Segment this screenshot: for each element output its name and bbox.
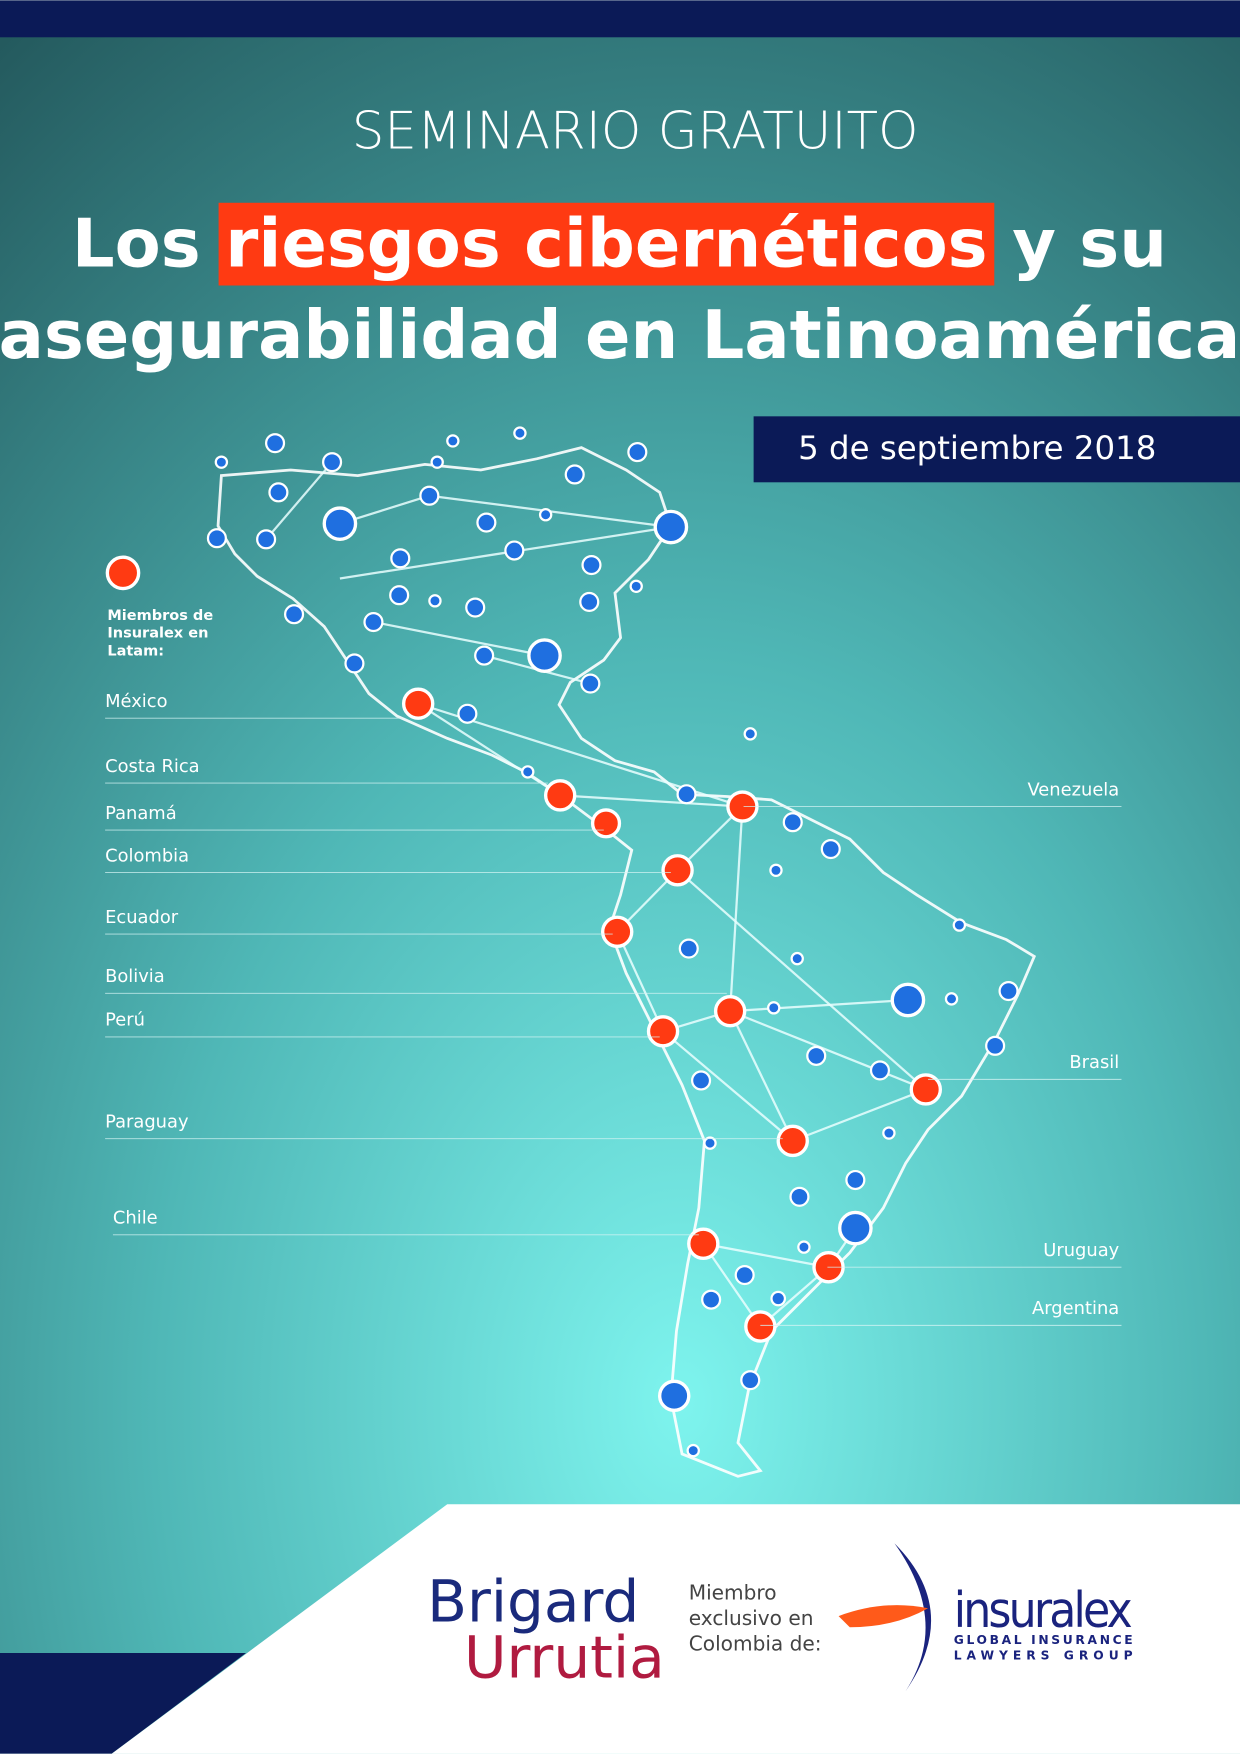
- legend-label: Miembros de: [107, 608, 213, 624]
- title-text: Los: [72, 205, 201, 283]
- country-label: Brasil: [1069, 1052, 1119, 1073]
- legend-label: Insuralex en: [107, 626, 208, 642]
- country-label: Argentina: [1032, 1298, 1119, 1319]
- partner-tagline: GLOBAL INSURANCE: [954, 1633, 1133, 1647]
- member-text: exclusivo en: [689, 1606, 814, 1630]
- country-label: Paraguay: [105, 1111, 189, 1132]
- country-label: Venezuela: [1027, 779, 1119, 800]
- country-label: Chile: [113, 1208, 158, 1229]
- title-text: y su: [1012, 205, 1167, 283]
- bottom-corner: [0, 1652, 246, 1754]
- date-box: [753, 416, 1240, 483]
- member-text: Colombia de:: [689, 1632, 822, 1656]
- legend-label: Latam:: [107, 644, 164, 660]
- country-label: Ecuador: [105, 907, 179, 928]
- title-text: asegurabilidad en Latinoamérica: [0, 296, 1240, 374]
- logo-swoosh: [894, 1543, 932, 1691]
- footer-panel: [111, 1504, 1240, 1754]
- country-label: Uruguay: [1043, 1240, 1119, 1261]
- country-label: Colombia: [105, 845, 189, 866]
- legend-dot: [105, 555, 141, 591]
- country-label: México: [105, 691, 167, 712]
- brand: Brigard: [427, 1568, 639, 1636]
- brand: Urrutia: [464, 1624, 665, 1692]
- country-label: Panamá: [105, 803, 177, 824]
- kicker: SEMINARIO GRATUITO: [352, 102, 919, 162]
- partner-tagline: LAWYERS GROUP: [954, 1649, 1133, 1663]
- country-labels: México Costa Rica Panamá Colombia Ecuador Bol…: [105, 691, 1122, 1326]
- map: [105, 426, 1037, 1478]
- partner: insuralex: [954, 1581, 1133, 1639]
- country-label: Perú: [105, 1010, 145, 1031]
- country-label: Costa Rica: [105, 756, 200, 777]
- title-highlight: [218, 202, 995, 286]
- title-highlight-text: riesgos cibernéticos: [225, 205, 987, 283]
- member-text: Miembro: [689, 1580, 777, 1604]
- legend: Miembros de Insuralex en Latam:: [107, 608, 213, 660]
- logo-swoosh: [838, 1605, 929, 1628]
- date: 5 de septiembre 2018: [798, 429, 1156, 467]
- top-bar: [0, 0, 1240, 38]
- country-label: Bolivia: [105, 966, 165, 987]
